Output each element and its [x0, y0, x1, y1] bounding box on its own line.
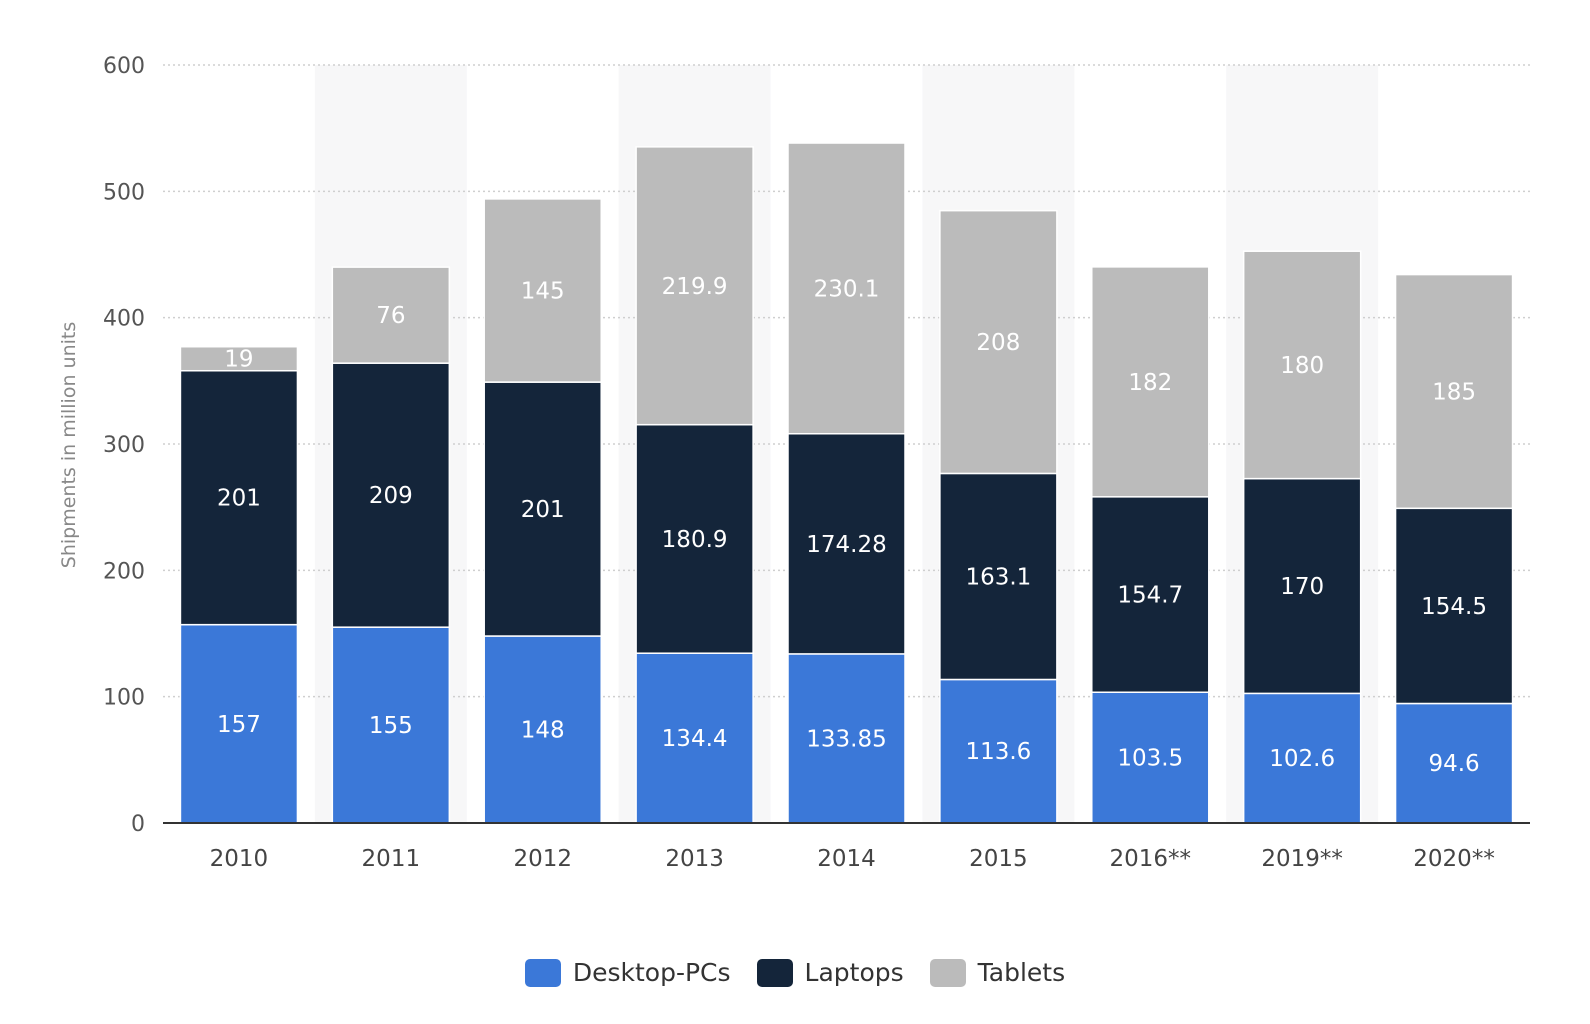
x-tick-label-2012: 2012: [513, 846, 572, 872]
y-axis-title: Shipments in million units: [58, 322, 80, 568]
bar-tablets-2020[interactable]: [1394, 273, 1514, 510]
bar-tablets-2014[interactable]: [787, 142, 906, 435]
x-tick-label-2014: 2014: [817, 846, 876, 872]
data-label-tablets-2015: 208: [976, 330, 1020, 356]
data-label-laptops-2012: 201: [521, 497, 565, 523]
bar-desktop-pcs-2012[interactable]: [483, 635, 602, 824]
bar-tablets-2016[interactable]: [1091, 266, 1210, 498]
y-tick-label-500: 500: [103, 180, 145, 205]
bar-tablets-2015[interactable]: [939, 209, 1058, 475]
legend-swatch-laptops: [756, 958, 793, 987]
bar-laptops-2014[interactable]: [787, 432, 906, 655]
legend-item-laptops[interactable]: Laptops: [756, 958, 904, 987]
bar-laptops-2019[interactable]: [1242, 477, 1362, 695]
data-label-laptops-2013: 180.9: [662, 527, 728, 553]
data-label-desktop-pcs-2019: 102.6: [1269, 746, 1335, 772]
x-tick-label-2010: 2010: [210, 846, 269, 872]
bar-desktop-pcs-2013[interactable]: [635, 652, 754, 824]
bar-tablets-2019[interactable]: [1242, 250, 1362, 480]
bar-laptops-2015[interactable]: [939, 472, 1058, 681]
x-tick-label-2015: 2015: [969, 846, 1028, 872]
data-label-desktop-pcs-2016: 103.5: [1117, 746, 1183, 772]
data-label-tablets-2012: 145: [521, 279, 565, 305]
x-tick-label-2019: 2019**: [1261, 846, 1343, 872]
bar-desktop-pcs-2010[interactable]: [179, 623, 299, 824]
x-tick-label-2011: 2011: [362, 846, 421, 872]
bar-laptops-2020[interactable]: [1394, 507, 1514, 705]
bar-desktop-pcs-2019[interactable]: [1242, 692, 1362, 824]
legend-item-tablets[interactable]: Tablets: [929, 958, 1066, 987]
y-tick-label-300: 300: [103, 433, 145, 458]
legend-label-laptops: Laptops: [804, 958, 904, 987]
x-tick-label-2013: 2013: [665, 846, 724, 872]
bars: [179, 142, 1514, 824]
legend: Desktop-PCs Laptops Tablets: [0, 958, 1590, 987]
stacked-bar-chart: 0 100 200 300 400 500 600 Shipments in million…: [58, 54, 1530, 872]
bar-laptops-2016[interactable]: [1091, 496, 1210, 693]
data-label-tablets-2011: 76: [376, 303, 405, 329]
x-axis-labels: 2010 2011 2012 2013 2014 2015 2016** 2019** 2020…: [210, 846, 1495, 872]
data-label-desktop-pcs-2014: 133.85: [806, 726, 886, 752]
data-labels: 157 201 19 155 209 76 148 201 145 134.4 180.9 219.9…: [217, 274, 1487, 777]
legend-swatch-tablets: [929, 958, 966, 987]
data-label-desktop-pcs-2020: 94.6: [1428, 751, 1479, 777]
data-label-laptops-2014: 174.28: [806, 532, 886, 558]
legend-label-tablets: Tablets: [977, 958, 1066, 987]
legend-label-desktop-pcs: Desktop-PCs: [572, 958, 731, 987]
data-label-laptops-2015: 163.1: [965, 564, 1031, 590]
data-label-tablets-2020: 185: [1432, 379, 1476, 405]
y-axis-ticks: 0 100 200 300 400 500 600: [103, 54, 145, 837]
data-label-laptops-2016: 154.7: [1117, 583, 1183, 609]
bar-tablets-2012[interactable]: [483, 198, 602, 383]
bar-tablets-2011[interactable]: [331, 266, 451, 364]
data-label-tablets-2016: 182: [1128, 370, 1172, 396]
legend-item-desktop-pcs[interactable]: Desktop-PCs: [524, 958, 731, 987]
bar-desktop-pcs-2015[interactable]: [939, 678, 1058, 824]
y-tick-label-400: 400: [103, 307, 145, 332]
x-tick-label-2016: 2016**: [1110, 846, 1192, 872]
bar-laptops-2010[interactable]: [179, 369, 299, 626]
bar-tablets-2013[interactable]: [635, 146, 754, 426]
data-label-laptops-2020: 154.5: [1421, 594, 1487, 620]
legend-swatch-desktop-pcs: [524, 958, 561, 987]
data-label-laptops-2019: 170: [1280, 574, 1324, 600]
data-label-tablets-2019: 180: [1280, 353, 1324, 379]
bar-desktop-pcs-2020[interactable]: [1394, 702, 1514, 824]
bar-laptops-2012[interactable]: [483, 381, 602, 637]
data-label-desktop-pcs-2012: 148: [521, 718, 565, 744]
y-tick-label-200: 200: [103, 559, 145, 584]
data-label-tablets-2014: 230.1: [814, 276, 880, 302]
y-tick-label-100: 100: [103, 686, 145, 711]
bar-tablets-2010[interactable]: [179, 345, 299, 372]
bar-desktop-pcs-2016[interactable]: [1091, 691, 1210, 824]
data-label-desktop-pcs-2010: 157: [217, 712, 261, 738]
data-label-desktop-pcs-2011: 155: [369, 713, 413, 739]
data-label-tablets-2013: 219.9: [662, 274, 728, 300]
y-tick-label-600: 600: [103, 54, 145, 79]
bar-laptops-2013[interactable]: [635, 423, 754, 654]
data-label-laptops-2010: 201: [217, 486, 261, 512]
data-label-desktop-pcs-2013: 134.4: [662, 726, 728, 752]
y-tick-label-0: 0: [131, 812, 145, 837]
bar-laptops-2011[interactable]: [331, 362, 451, 628]
data-label-tablets-2010: 19: [224, 347, 253, 373]
x-tick-label-2020: 2020**: [1413, 846, 1495, 872]
data-label-laptops-2011: 209: [369, 483, 413, 509]
data-label-desktop-pcs-2015: 113.6: [965, 739, 1031, 765]
